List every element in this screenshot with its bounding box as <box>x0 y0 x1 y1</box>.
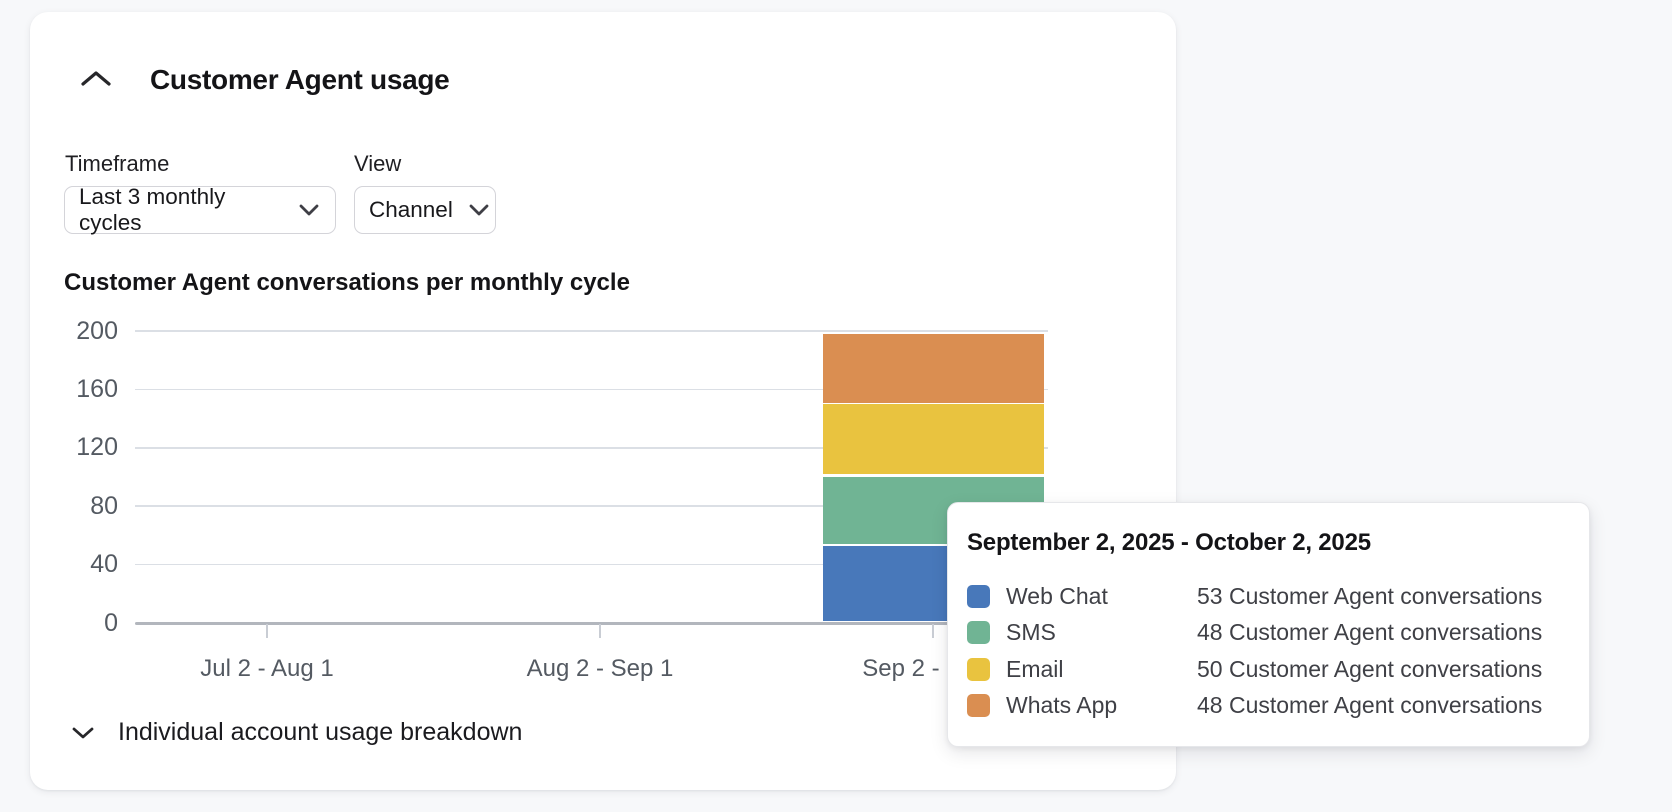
timeframe-select[interactable]: Last 3 monthly cycles <box>64 184 336 235</box>
tooltip-row: Web Chat 53 Customer Agent conversations <box>967 578 1569 615</box>
x-axis-tick <box>599 624 601 638</box>
legend-channel-value: 53 Customer Agent conversations <box>1197 582 1543 609</box>
bar-segment-whats-app <box>822 333 1044 403</box>
legend-channel-label: Web Chat <box>1006 582 1108 609</box>
tooltip-date-range: September 2, 2025 - October 2, 2025 <box>967 529 1371 556</box>
x-axis-line <box>135 621 1048 625</box>
tooltip-row: Email 50 Customer Agent conversations <box>967 651 1569 688</box>
y-axis-tick-label: 160 <box>76 374 118 403</box>
legend-swatch-icon <box>967 657 990 681</box>
gridline <box>135 330 1048 332</box>
view-select[interactable]: Channel <box>354 186 496 234</box>
legend-channel-value: 50 Customer Agent conversations <box>1197 655 1543 682</box>
gridline <box>135 388 1048 391</box>
collapse-section-button[interactable] <box>78 64 114 94</box>
view-label: View <box>354 151 402 176</box>
individual-breakdown-toggle[interactable]: Individual account usage breakdown <box>70 718 522 747</box>
gridline <box>135 505 1048 507</box>
tooltip-row: Whats App 48 Customer Agent conversations <box>967 688 1569 725</box>
bar-segment-email <box>822 404 1044 475</box>
y-axis-tick-label: 200 <box>76 316 118 345</box>
chevron-down-icon <box>467 202 491 218</box>
customer-agent-usage-card: Customer Agent usage Timeframe Last 3 mo… <box>30 12 1176 790</box>
chevron-down-icon <box>70 725 96 741</box>
legend-channel-label: SMS <box>1006 619 1056 646</box>
x-axis-tick <box>266 624 268 638</box>
view-select-value: Channel <box>369 197 453 222</box>
tooltip-row: SMS 48 Customer Agent conversations <box>967 615 1569 652</box>
x-axis-tick-label: Aug 2 - Sep 1 <box>526 655 674 682</box>
legend-channel-value: 48 Customer Agent conversations <box>1197 619 1543 646</box>
x-axis-tick <box>932 624 934 638</box>
y-axis-tick-label: 40 <box>90 550 118 579</box>
y-axis-tick-label: 80 <box>90 491 118 520</box>
timeframe-label: Timeframe <box>65 151 170 176</box>
chart-title: Customer Agent conversations per monthly… <box>64 269 630 296</box>
breakdown-label: Individual account usage breakdown <box>118 718 523 746</box>
legend-channel-value: 48 Customer Agent conversations <box>1197 692 1543 719</box>
chart-tooltip: September 2, 2025 - October 2, 2025 Web … <box>947 502 1590 747</box>
legend-swatch-icon <box>967 694 990 718</box>
page-title: Customer Agent usage <box>150 64 450 95</box>
gridline <box>135 447 1048 449</box>
y-axis-tick-label: 0 <box>104 608 118 637</box>
legend-swatch-icon <box>967 584 990 608</box>
x-axis-tick-label: Jul 2 - Aug 1 <box>200 655 334 682</box>
gridline <box>135 563 1048 566</box>
chevron-down-icon <box>297 202 321 218</box>
y-axis-tick-label: 120 <box>76 433 118 462</box>
chevron-up-icon <box>79 69 113 89</box>
legend-swatch-icon <box>967 621 990 645</box>
tooltip-legend: Web Chat 53 Customer Agent conversations S… <box>967 578 1569 724</box>
legend-channel-label: Whats App <box>1006 692 1118 719</box>
timeframe-select-value: Last 3 monthly cycles <box>79 184 226 235</box>
legend-channel-label: Email <box>1006 655 1064 682</box>
